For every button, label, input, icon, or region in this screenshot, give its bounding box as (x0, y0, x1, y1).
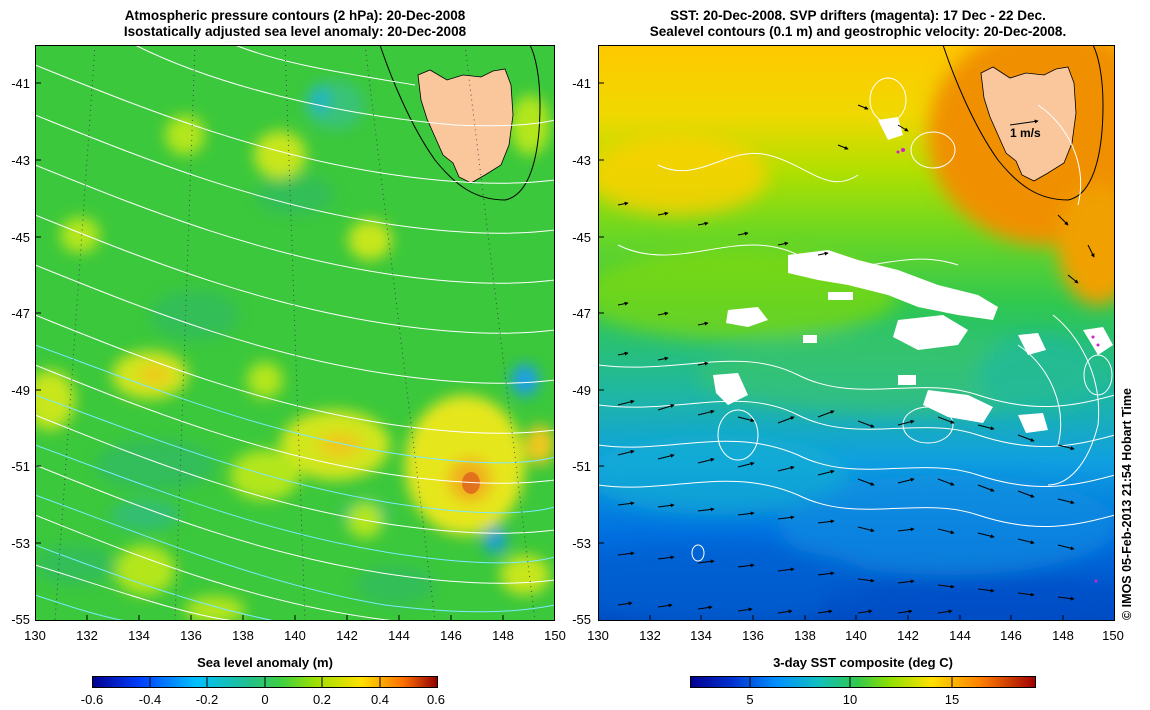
sea-level-colorbar (92, 676, 438, 688)
right-x-tick: 130 (587, 628, 609, 643)
left-colorbar-tick: -0.6 (80, 692, 104, 707)
right-y-tick: -45 (572, 230, 591, 245)
right-colorbar-tick: 10 (842, 692, 858, 707)
right-title-line1: SST: 20-Dec-2008. SVP drifters (magenta)… (670, 8, 1046, 23)
left-x-tick: 134 (128, 628, 150, 643)
right-y-tick: -41 (572, 76, 591, 91)
right-y-tick: -47 (572, 306, 591, 321)
left-x-tick: 130 (24, 628, 46, 643)
left-x-tick: 140 (284, 628, 306, 643)
right-x-tick: 138 (794, 628, 816, 643)
left-colorbar-tick: 0.6 (426, 692, 446, 707)
left-y-tick: -55 (11, 612, 30, 627)
right-colorbar-tick: 15 (944, 692, 960, 707)
left-colorbar-tick: -0.4 (138, 692, 162, 707)
left-x-tick: 132 (76, 628, 98, 643)
left-title-line1: Atmospheric pressure contours (2 hPa): 2… (124, 8, 466, 23)
right-y-tick: -51 (572, 459, 591, 474)
left-x-tick: 138 (232, 628, 254, 643)
right-x-tick: 146 (1000, 628, 1022, 643)
left-title-line2: Isostatically adjusted sea level anomaly… (123, 24, 467, 39)
right-y-tick: -43 (572, 153, 591, 168)
left-y-tick: -43 (11, 153, 30, 168)
left-y-tick: -41 (11, 76, 30, 91)
right-x-tick: 132 (639, 628, 661, 643)
left-colorbar-tick: -0.2 (195, 692, 219, 707)
left-y-tick: -47 (11, 306, 30, 321)
copyright-text: © IMOS 05-Feb-2013 21:54 Hobart Time (1120, 388, 1134, 620)
sst-map (598, 45, 1115, 621)
right-y-tick: -55 (572, 612, 591, 627)
left-x-tick: 146 (440, 628, 462, 643)
sea-level-anomaly-map (35, 45, 555, 621)
left-x-tick: 142 (336, 628, 358, 643)
right-colorbar-tick: 5 (746, 692, 754, 707)
right-y-tick: -49 (572, 383, 591, 398)
left-y-tick: -51 (11, 459, 30, 474)
left-y-tick: -49 (11, 383, 30, 398)
right-title-line2: Sealevel contours (0.1 m) and geostrophi… (649, 24, 1067, 39)
velocity-scale-label: 1 m/s (1010, 126, 1041, 140)
right-x-tick: 148 (1052, 628, 1074, 643)
left-colorbar-label: Sea level anomaly (m) (197, 655, 333, 670)
left-colorbar-tick: 0.4 (370, 692, 390, 707)
left-x-tick: 136 (180, 628, 202, 643)
sst-colorbar (690, 676, 1036, 688)
right-x-tick: 142 (897, 628, 919, 643)
right-x-tick: 140 (845, 628, 867, 643)
right-x-tick: 144 (949, 628, 971, 643)
right-x-tick: 136 (742, 628, 764, 643)
right-colorbar-label: 3-day SST composite (deg C) (773, 655, 953, 670)
left-y-tick: -53 (11, 536, 30, 551)
left-colorbar-tick: 0.2 (312, 692, 332, 707)
left-y-tick: -45 (11, 230, 30, 245)
right-y-tick: -53 (572, 536, 591, 551)
right-x-tick: 134 (690, 628, 712, 643)
left-x-tick: 150 (544, 628, 566, 643)
left-colorbar-tick: 0 (261, 692, 269, 707)
left-x-tick: 148 (492, 628, 514, 643)
right-x-tick: 150 (1102, 628, 1124, 643)
left-x-tick: 144 (388, 628, 410, 643)
